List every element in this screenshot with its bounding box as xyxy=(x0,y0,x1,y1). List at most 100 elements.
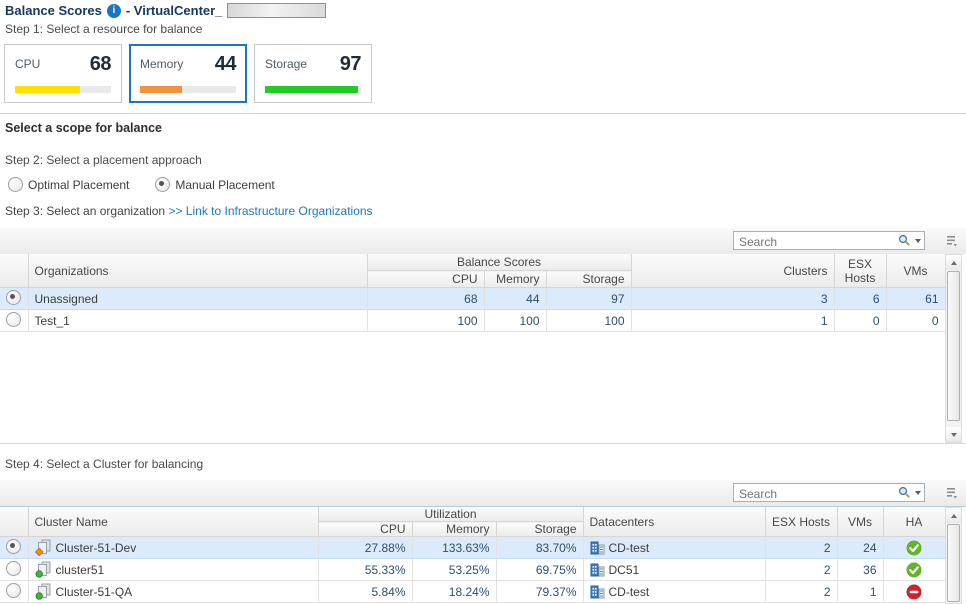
search-options-caret-icon[interactable] xyxy=(915,238,921,243)
ha-status-icon xyxy=(906,584,922,599)
vms-column-header[interactable]: VMs xyxy=(837,507,884,537)
vms-column-header[interactable]: VMs xyxy=(886,254,946,288)
resource-card-cpu[interactable]: CPU 68 xyxy=(4,44,122,103)
organizations-column-header[interactable]: Organizations xyxy=(28,254,368,288)
infrastructure-organizations-link[interactable]: >> Link to Infrastructure Organizations xyxy=(168,204,373,218)
memory-score-cell: 100 xyxy=(484,309,547,332)
vertical-scrollbar[interactable] xyxy=(945,254,962,443)
search-input[interactable] xyxy=(734,484,894,503)
datacenter-cell: DC51 xyxy=(608,562,640,577)
storage-utilization-cell: 83.70% xyxy=(496,536,584,559)
scroll-down-button[interactable] xyxy=(946,427,961,442)
header-row: Cluster Name Utilization Datacenters ESX… xyxy=(0,507,946,537)
score-bar xyxy=(265,86,361,93)
page-title-suffix: - VirtualCenter_ xyxy=(125,3,223,18)
table-row[interactable]: cluster51 55.33% 53.25% 69.75% DC51 2 36 xyxy=(0,558,946,581)
vertical-scrollbar[interactable] xyxy=(945,507,962,604)
cpu-utilization-cell: 5.84% xyxy=(318,580,413,603)
ha-status-icon xyxy=(906,562,922,577)
utilization-group-header: Utilization xyxy=(318,507,584,522)
clusters-column-header[interactable]: Clusters xyxy=(631,254,835,288)
column-chooser-icon[interactable] xyxy=(943,485,959,501)
table-row[interactable]: Test_1 100 100 100 1 0 0 xyxy=(0,309,946,332)
search-input[interactable] xyxy=(734,232,894,251)
vms-cell: 36 xyxy=(837,558,884,581)
memory-column-header[interactable]: Memory xyxy=(412,521,497,537)
datacenter-icon xyxy=(590,563,605,576)
esx-hosts-cell: 2 xyxy=(765,580,838,603)
info-icon[interactable]: i xyxy=(106,3,121,18)
org-table-toolbar xyxy=(0,228,966,255)
org-search-box xyxy=(733,231,925,251)
score-bar xyxy=(140,86,236,93)
column-chooser-icon[interactable] xyxy=(943,233,959,249)
storage-column-header[interactable]: Storage xyxy=(496,521,584,537)
cluster-name-column-header[interactable]: Cluster Name xyxy=(28,507,319,537)
resource-card-memory[interactable]: Memory 44 xyxy=(129,44,247,103)
cpu-score-cell: 68 xyxy=(367,287,485,310)
card-label: Memory xyxy=(140,57,184,71)
datacenter-cell: CD-test xyxy=(608,540,650,555)
scrollbar-thumb[interactable] xyxy=(947,524,960,602)
row-select-radio[interactable] xyxy=(6,538,22,554)
storage-utilization-cell: 69.75% xyxy=(496,558,584,581)
radio-optimal-placement[interactable]: Optimal Placement xyxy=(8,177,129,192)
resource-cards: CPU 68 Memory 44 Storage 97 xyxy=(4,44,372,103)
row-select-radio[interactable] xyxy=(6,582,22,598)
organizations-table: Organizations Balance Scores Clusters ES… xyxy=(0,254,966,444)
search-icon[interactable] xyxy=(898,486,911,499)
cluster-name-cell: cluster51 xyxy=(55,562,105,577)
card-value: 68 xyxy=(89,53,112,75)
step4-label: Step 4: Select a Cluster for balancing xyxy=(5,457,204,471)
radio-label: Manual Placement xyxy=(175,177,275,192)
scroll-up-button[interactable] xyxy=(946,255,961,270)
radio-icon[interactable] xyxy=(8,177,23,192)
cluster-name-cell: Cluster-51-QA xyxy=(55,584,133,599)
cpu-score-cell: 100 xyxy=(367,309,485,332)
header-row: CPU Memory Storage xyxy=(0,521,945,537)
esx-hosts-column-header[interactable]: ESX Hosts xyxy=(834,254,887,288)
section-divider xyxy=(0,113,966,114)
row-select-radio[interactable] xyxy=(6,289,22,305)
esx-hosts-cell: 0 xyxy=(834,309,887,332)
storage-column-header[interactable]: Storage xyxy=(546,270,632,288)
clusters-table: Cluster Name Utilization Datacenters ESX… xyxy=(0,507,966,604)
radio-icon[interactable] xyxy=(155,177,171,192)
header-row: CPU Memory Storage xyxy=(0,270,945,288)
step2-label: Step 2: Select a placement approach xyxy=(5,153,202,167)
search-options-caret-icon[interactable] xyxy=(915,490,921,495)
cpu-column-header[interactable]: CPU xyxy=(367,270,485,288)
esx-hosts-cell: 2 xyxy=(765,536,838,559)
score-bar xyxy=(15,86,111,93)
esx-hosts-cell: 2 xyxy=(765,558,838,581)
radio-manual-placement[interactable]: Manual Placement xyxy=(155,177,275,192)
vms-cell: 61 xyxy=(886,287,946,310)
clusters-cell: 1 xyxy=(631,309,835,332)
esx-hosts-column-header[interactable]: ESX Hosts xyxy=(765,507,838,537)
memory-column-header[interactable]: Memory xyxy=(484,270,547,288)
search-icon[interactable] xyxy=(898,234,911,247)
org-name-cell: Test_1 xyxy=(28,309,368,332)
table-row[interactable]: Cluster-51-QA 5.84% 18.24% 79.37% CD-tes… xyxy=(0,580,946,603)
row-select-radio[interactable] xyxy=(6,560,22,576)
row-select-radio[interactable] xyxy=(6,311,22,327)
resource-card-storage[interactable]: Storage 97 xyxy=(254,44,372,103)
vms-cell: 24 xyxy=(837,536,884,559)
cpu-utilization-cell: 27.88% xyxy=(318,536,413,559)
cpu-column-header[interactable]: CPU xyxy=(318,521,413,537)
card-label: Storage xyxy=(265,57,308,71)
datacenter-icon xyxy=(590,541,605,554)
ha-column-header[interactable]: HA xyxy=(883,507,946,537)
table-row[interactable]: Unassigned 68 44 97 3 6 61 xyxy=(0,287,946,310)
balance-scores-group-header: Balance Scores xyxy=(367,254,632,271)
card-value: 97 xyxy=(339,53,362,75)
scope-heading: Select a scope for balance xyxy=(5,121,163,135)
step1-label: Step 1: Select a resource for balance xyxy=(5,22,203,36)
table-row[interactable]: Cluster-51-Dev 27.88% 133.63% 83.70% CD-… xyxy=(0,536,946,559)
scroll-up-button[interactable] xyxy=(946,508,961,523)
datacenters-column-header[interactable]: Datacenters xyxy=(583,507,766,537)
vms-cell: 0 xyxy=(886,309,946,332)
scrollbar-thumb[interactable] xyxy=(947,271,960,421)
datacenter-cell: CD-test xyxy=(608,584,650,599)
select-column-header xyxy=(0,507,29,537)
